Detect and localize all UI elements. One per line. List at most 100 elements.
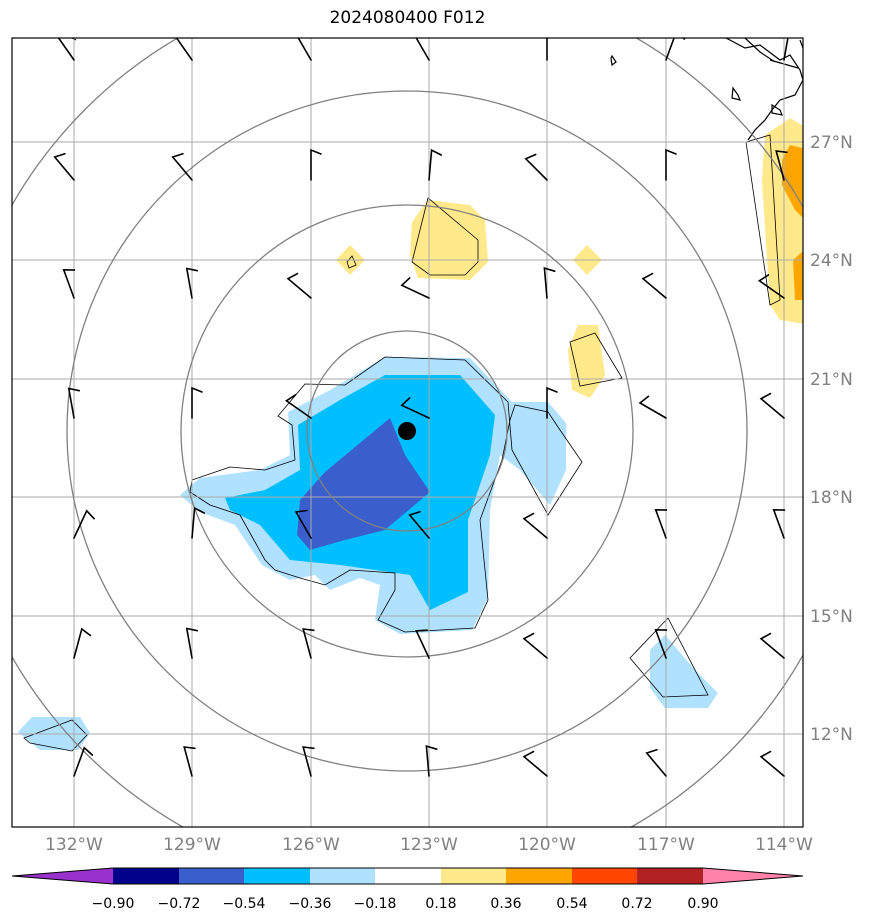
wind-barb: [645, 748, 667, 777]
map-plot-area: [12, 38, 803, 827]
positive-anomaly-fill-yellow: [410, 200, 488, 280]
wind-barb: [524, 153, 548, 181]
colorbar-seg-5: [375, 868, 441, 884]
wind-barb: [400, 397, 430, 419]
colorbar-seg-10: [703, 868, 803, 884]
wind-barb: [759, 632, 785, 659]
wind-barb: [171, 152, 193, 181]
wind-barb: [284, 394, 312, 419]
wind-barb: [175, 38, 193, 61]
wind-barb: [73, 746, 94, 777]
wind-barb: [772, 508, 786, 539]
wind-barb: [408, 510, 430, 539]
wind-barb: [297, 38, 312, 61]
wind-barb: [638, 395, 667, 419]
positive-anomaly-fill-orange: [793, 251, 803, 300]
wind-barb: [286, 272, 312, 299]
wind-barb: [654, 508, 668, 539]
wind-barb: [415, 38, 430, 61]
longitude-labels: 132°W 129°W 126°W 123°W 120°W 117°W 114°…: [45, 835, 813, 855]
wind-barb: [425, 744, 438, 777]
graticule: [12, 38, 803, 827]
colorbar-seg-2: [179, 868, 244, 884]
colorbar-label: 0.72: [621, 896, 652, 912]
wind-barb: [183, 746, 196, 777]
lat-label: 18°N: [810, 488, 853, 508]
negative-anomaly-fill-dark: [297, 418, 430, 550]
wind-barb: [191, 506, 205, 539]
map-frame: [11, 37, 804, 828]
wind-barb: [310, 148, 322, 181]
wind-barb: [428, 148, 442, 181]
wind-barb: [665, 38, 686, 61]
lon-label: 129°W: [163, 835, 221, 855]
colorbar-seg-6: [441, 868, 506, 884]
negative-anomaly-fill-light: [650, 635, 718, 708]
wind-barb: [775, 150, 788, 181]
wind-barb: [67, 387, 81, 419]
range-rings: [12, 38, 803, 827]
lon-label: 132°W: [45, 835, 103, 855]
colorbar-seg-0: [12, 868, 113, 884]
lat-label: 24°N: [810, 251, 853, 271]
colorbar-seg-9: [637, 868, 703, 884]
wind-barb: [415, 629, 430, 659]
lat-label: 12°N: [810, 725, 853, 745]
colorbar-label: −0.90: [92, 896, 135, 912]
lon-label: 120°W: [518, 835, 576, 855]
wind-barb: [302, 746, 315, 777]
colorbar-seg-8: [572, 868, 637, 884]
wind-barb: [53, 152, 75, 181]
lon-label: 126°W: [282, 835, 340, 855]
colorbar: −0.90 −0.72 −0.54 −0.36 −0.18 0.18 0.36 …: [11, 867, 804, 912]
wind-barb: [522, 512, 548, 539]
lat-label: 21°N: [810, 370, 853, 390]
lon-label: 114°W: [755, 835, 813, 855]
wind-barb: [757, 274, 785, 299]
colorbar-seg-4: [310, 868, 375, 884]
wind-barb: [641, 272, 667, 299]
coastline: [71, 38, 803, 141]
wind-barb: [546, 386, 558, 419]
wind-barb: [759, 392, 785, 419]
wind-barb: [73, 627, 92, 659]
lon-label: 117°W: [637, 835, 695, 855]
colorbar-seg-1: [113, 868, 179, 884]
wind-barb: [654, 628, 668, 659]
wind-barb: [294, 509, 312, 539]
positive-anomaly-fill-yellow: [568, 325, 605, 398]
colorbar-label: −0.18: [354, 896, 397, 912]
colorbar-outline: [11, 867, 804, 885]
lat-label: 27°N: [810, 133, 853, 153]
positive-anomaly-fill-orange: [782, 145, 803, 218]
wind-barb: [522, 750, 548, 777]
colorbar-label: 0.54: [556, 896, 587, 912]
wind-barb: [759, 750, 785, 777]
wind-barb: [185, 627, 199, 659]
wind-barb: [522, 632, 548, 659]
wind-barb: [543, 266, 556, 299]
wind-barb: [73, 509, 95, 539]
wind-barb: [191, 386, 203, 419]
wind-barb: [62, 268, 76, 299]
storm-center-marker: [398, 422, 416, 440]
wind-barb: [185, 267, 199, 299]
lon-label: 123°W: [400, 835, 458, 855]
colorbar-label: 0.90: [687, 896, 718, 912]
wind-barb: [546, 38, 548, 61]
colorbar-label: −0.72: [158, 896, 201, 912]
wind-barbs: [53, 38, 789, 777]
wind-barb: [302, 628, 315, 659]
wind-barb: [783, 38, 789, 61]
latitude-labels: 27°N 24°N 21°N 18°N 15°N 12°N: [810, 133, 853, 745]
colorbar-label: −0.36: [289, 896, 332, 912]
wind-barb: [665, 148, 677, 181]
colorbar-label: −0.54: [223, 896, 266, 912]
wind-barb: [400, 277, 430, 299]
lat-label: 15°N: [810, 607, 853, 627]
map-title: 2024080400 F012: [329, 8, 486, 28]
colorbar-label: 0.36: [490, 896, 521, 912]
wind-barb: [57, 38, 75, 61]
colorbar-label: 0.18: [425, 896, 456, 912]
